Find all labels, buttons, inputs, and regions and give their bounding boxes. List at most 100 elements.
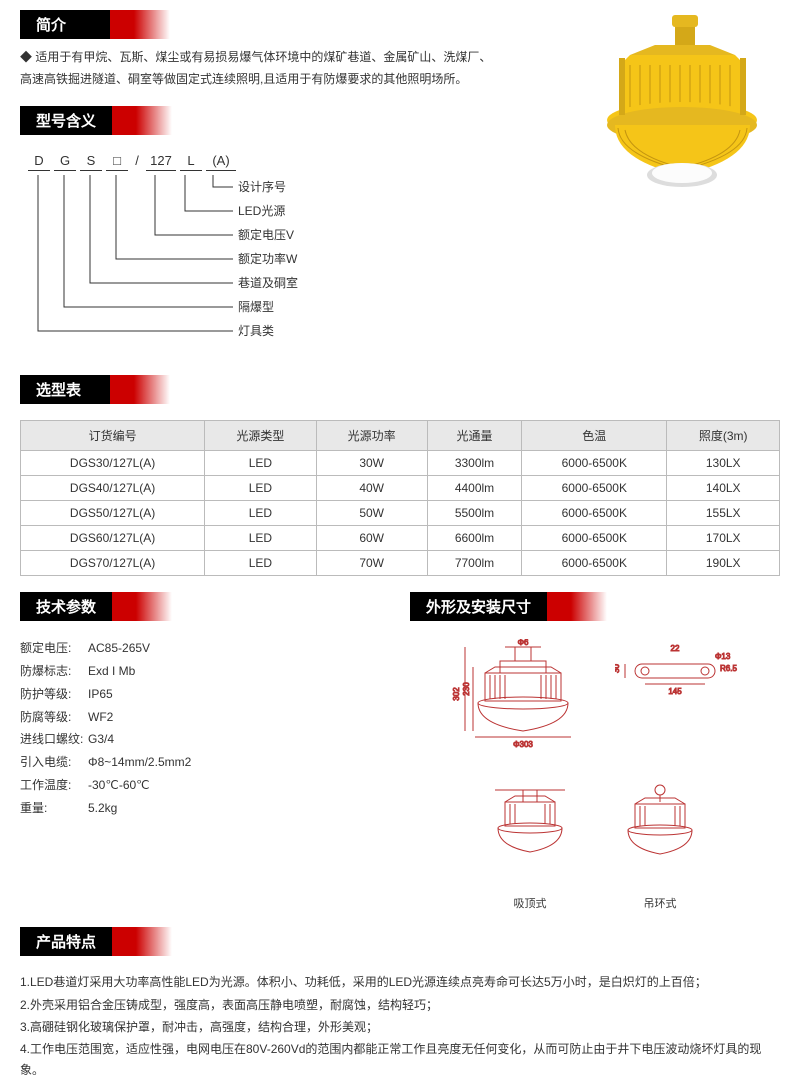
tech-param-row: 额定电压:AC85-265V: [20, 637, 390, 660]
svg-text:302: 302: [452, 687, 461, 701]
table-cell: LED: [205, 526, 316, 551]
tech-param-label: 防爆标志:: [20, 660, 88, 683]
table-cell: 4400lm: [427, 476, 521, 501]
dimension-header: 外形及安装尺寸: [410, 592, 547, 621]
intro-text: ◆ 适用于有甲烷、瓦斯、煤尘或有易损易爆气体环境中的煤矿巷道、金属矿山、洗煤厂、…: [20, 47, 500, 90]
tech-param-value: AC85-265V: [88, 637, 150, 660]
tech-param-value: G3/4: [88, 728, 114, 751]
table-cell: DGS40/127L(A): [21, 476, 205, 501]
table-cell: 6000-6500K: [522, 451, 667, 476]
model-labels: 设计序号 LED光源 额定电压V 额定功率W 巷道及硐室 隔爆型 灯具类: [238, 175, 298, 343]
model-code-4: /: [132, 153, 142, 171]
table-header: 光通量: [427, 421, 521, 451]
tech-param-label: 工作温度:: [20, 774, 88, 797]
model-codes: D G S □ / 127 L (A): [28, 153, 500, 171]
table-cell: DGS50/127L(A): [21, 501, 205, 526]
intro-header: 简介: [20, 10, 110, 39]
model-label-6: 灯具类: [238, 319, 298, 343]
model-label-3: 额定功率W: [238, 247, 298, 271]
table-cell: 70W: [316, 551, 427, 576]
table-cell: 6000-6500K: [522, 476, 667, 501]
svg-text:Φ6: Φ6: [518, 639, 529, 647]
model-label-4: 巷道及硐室: [238, 271, 298, 295]
dim-drawing-1: Φ6 Φ303 302: [445, 639, 595, 772]
tech-param-label: 重量:: [20, 797, 88, 820]
tech-param-label: 防护等级:: [20, 683, 88, 706]
tech-param-row: 工作温度:-30℃-60℃: [20, 774, 390, 797]
svg-text:R6.5: R6.5: [720, 664, 737, 673]
tech-param-value: Exd I Mb: [88, 660, 135, 683]
table-cell: 6000-6500K: [522, 551, 667, 576]
tech-header: 技术参数: [20, 592, 112, 621]
mount-type-1: 吸顶式: [475, 782, 585, 911]
feature-item: 2.外壳采用铝合金压铸成型，强度高，表面高压静电喷塑，耐腐蚀，结构轻巧；: [20, 995, 780, 1015]
tech-param-row: 引入电缆:Φ8~14mm/2.5mm2: [20, 751, 390, 774]
model-code-1: G: [54, 153, 76, 171]
svg-text:230: 230: [462, 682, 471, 696]
table-cell: 50W: [316, 501, 427, 526]
model-label-2: 额定电压V: [238, 223, 298, 247]
table-header: 照度(3m): [667, 421, 780, 451]
table-cell: 7700lm: [427, 551, 521, 576]
table-cell: DGS60/127L(A): [21, 526, 205, 551]
table-cell: 170LX: [667, 526, 780, 551]
product-image: [560, 10, 780, 375]
table-header: 订货编号: [21, 421, 205, 451]
model-header: 型号含义: [20, 106, 112, 135]
model-lines-svg: [28, 175, 238, 350]
table-cell: DGS70/127L(A): [21, 551, 205, 576]
tech-param-value: IP65: [88, 683, 113, 706]
svg-text:145: 145: [668, 687, 682, 696]
model-label-5: 隔爆型: [238, 295, 298, 319]
table-cell: 190LX: [667, 551, 780, 576]
table-cell: 6000-6500K: [522, 501, 667, 526]
table-row: DGS30/127L(A)LED30W3300lm6000-6500K130LX: [21, 451, 780, 476]
tech-param-row: 防爆标志:Exd I Mb: [20, 660, 390, 683]
model-section: D G S □ / 127 L (A): [20, 153, 500, 355]
mount-label-2: 吊环式: [605, 895, 715, 911]
table-cell: DGS30/127L(A): [21, 451, 205, 476]
selection-header: 选型表: [20, 375, 110, 404]
tech-param-row: 进线口螺纹:G3/4: [20, 728, 390, 751]
table-row: DGS70/127L(A)LED70W7700lm6000-6500K190LX: [21, 551, 780, 576]
table-cell: 6000-6500K: [522, 526, 667, 551]
svg-text:Φ303: Φ303: [513, 740, 533, 749]
table-cell: 130LX: [667, 451, 780, 476]
table-cell: 140LX: [667, 476, 780, 501]
mount-type-2: 吊环式: [605, 782, 715, 911]
model-code-6: L: [180, 153, 202, 171]
table-header: 光源功率: [316, 421, 427, 451]
table-cell: 5500lm: [427, 501, 521, 526]
feature-item: 3.高硼硅钢化玻璃保护罩，耐冲击，高强度，结构合理，外形美观；: [20, 1017, 780, 1037]
table-cell: LED: [205, 476, 316, 501]
table-row: DGS50/127L(A)LED50W5500lm6000-6500K155LX: [21, 501, 780, 526]
tech-params: 额定电压:AC85-265V防爆标志:Exd I Mb防护等级:IP65防腐等级…: [20, 637, 390, 819]
tech-param-row: 防护等级:IP65: [20, 683, 390, 706]
dim-drawing-2: 22 Φ13 R6.5 30 145: [615, 639, 745, 772]
tech-param-label: 进线口螺纹:: [20, 728, 88, 751]
model-label-1: LED光源: [238, 199, 298, 223]
table-cell: 40W: [316, 476, 427, 501]
svg-text:Φ13: Φ13: [715, 652, 731, 661]
model-label-0: 设计序号: [238, 175, 298, 199]
feature-item: 1.LED巷道灯采用大功率高性能LED为光源。体积小、功耗低，采用的LED光源连…: [20, 972, 780, 992]
svg-text:22: 22: [671, 644, 680, 653]
tech-param-row: 重量:5.2kg: [20, 797, 390, 820]
table-cell: LED: [205, 501, 316, 526]
feature-item: 4.工作电压范围宽，适应性强，电网电压在80V-260Vd的范围内都能正常工作且…: [20, 1039, 780, 1080]
svg-text:30: 30: [615, 664, 621, 673]
model-code-7: (A): [206, 153, 236, 171]
tech-param-label: 额定电压:: [20, 637, 88, 660]
table-cell: 3300lm: [427, 451, 521, 476]
table-cell: 6600lm: [427, 526, 521, 551]
table-cell: LED: [205, 551, 316, 576]
tech-param-value: 5.2kg: [88, 797, 117, 820]
selection-table: 订货编号光源类型光源功率光通量色温照度(3m) DGS30/127L(A)LED…: [20, 420, 780, 576]
tech-param-value: Φ8~14mm/2.5mm2: [88, 751, 191, 774]
table-row: DGS60/127L(A)LED60W6600lm6000-6500K170LX: [21, 526, 780, 551]
model-diagram: 设计序号 LED光源 额定电压V 额定功率W 巷道及硐室 隔爆型 灯具类: [28, 175, 500, 355]
features-header: 产品特点: [20, 927, 112, 956]
table-row: DGS40/127L(A)LED40W4400lm6000-6500K140LX: [21, 476, 780, 501]
table-cell: 60W: [316, 526, 427, 551]
mount-label-1: 吸顶式: [475, 895, 585, 911]
